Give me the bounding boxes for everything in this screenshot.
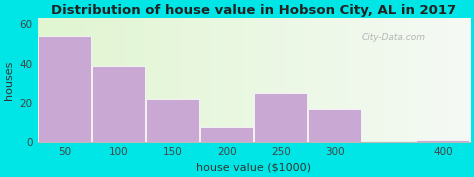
Title: Distribution of house value in Hobson City, AL in 2017: Distribution of house value in Hobson Ci…: [51, 4, 456, 17]
Bar: [416, 140, 469, 142]
Text: City-Data.com: City-Data.com: [362, 33, 426, 42]
Bar: [201, 127, 253, 142]
Bar: [255, 93, 307, 142]
Bar: [146, 99, 199, 142]
Bar: [92, 66, 145, 142]
Y-axis label: houses: houses: [4, 61, 14, 100]
X-axis label: house value ($1000): house value ($1000): [196, 163, 311, 173]
Bar: [38, 36, 91, 142]
Bar: [308, 109, 361, 142]
